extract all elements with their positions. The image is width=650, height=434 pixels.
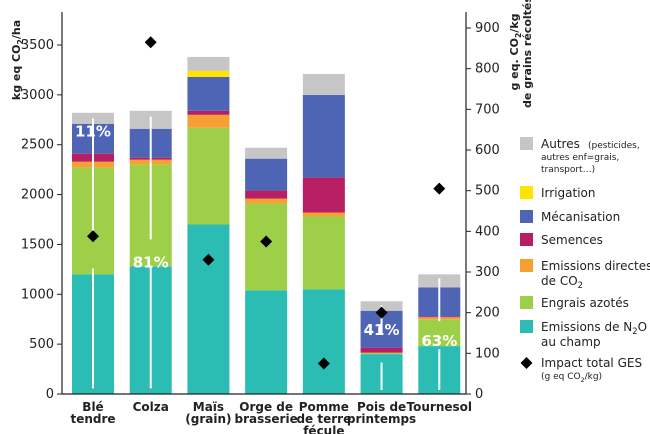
bar-segment-2-2 — [187, 114, 230, 128]
legend-swatch-2 — [520, 210, 533, 223]
category-label-4-1: de terre — [296, 412, 351, 426]
right-tick-label-3: 300 — [475, 265, 500, 280]
bars — [72, 56, 461, 394]
bar-segment-0-3 — [245, 290, 288, 394]
legend-small-0-2: transport…) — [541, 165, 595, 175]
category-label-3-0: Orge de — [239, 400, 293, 414]
percent-label-1: 81% — [133, 253, 169, 271]
percent-dividers — [92, 116, 441, 390]
legend-swatch-3 — [520, 233, 533, 246]
bar-segment-3-4 — [302, 177, 345, 213]
left-tick-label-7: 3500 — [21, 38, 54, 53]
left-tick-label-5: 2500 — [21, 138, 54, 153]
percent-label-2: 41% — [364, 321, 400, 339]
bar-segment-0-2 — [187, 224, 230, 394]
impact-marker-1 — [144, 36, 157, 49]
right-tick-label-6: 600 — [475, 143, 500, 158]
category-label-3-1: brasserie — [235, 412, 298, 426]
category-label-2-0: Maïs — [193, 400, 224, 414]
bar-segment-5-2 — [187, 70, 230, 77]
bar-segment-2-4 — [302, 212, 345, 217]
category-label-1-0: Colza — [133, 400, 169, 414]
legend-swatch-4 — [520, 259, 533, 272]
category-label-6-0: Tournesol — [407, 400, 472, 414]
bar-segment-0-4 — [302, 289, 345, 394]
right-axis-title-line2: de grains récoltés — [521, 0, 534, 108]
legend: Autres (pesticides, autres enf=grais, trans… — [520, 137, 650, 384]
left-tick-label-4: 2000 — [21, 188, 54, 203]
right-tick-label-0: 0 — [475, 387, 483, 402]
category-label-2-1: (grain) — [185, 412, 231, 426]
legend-label-4: Emissions directes — [541, 259, 650, 273]
legend-small-7: (g eq CO2/kg) — [541, 372, 602, 384]
percent-labels: 11% 81% 41% 63% — [75, 123, 457, 350]
legend-line2-6: au champ — [541, 335, 601, 349]
legend-swatch-6 — [520, 320, 533, 333]
bar-segment-4-3 — [245, 158, 288, 191]
category-label-5-0: Pois de — [357, 400, 406, 414]
legend-label-7: Impact total GES — [541, 356, 642, 370]
impact-marker-4 — [317, 357, 330, 370]
category-label-5-1: printemps — [347, 412, 416, 426]
bar-segment-6-4 — [302, 73, 345, 95]
bar-segment-6-3 — [245, 147, 288, 159]
category-label-0-1: tendre — [70, 412, 115, 426]
category-label-4-0: Pomme — [299, 400, 349, 414]
right-tick-label-8: 800 — [475, 62, 500, 77]
right-axis-title-line1: g eq. CO2/kg — [508, 13, 523, 90]
bar-segment-2-3 — [245, 198, 288, 204]
legend-small-0-0: (pesticides, — [588, 141, 640, 151]
left-axis-title: kg eq CO2/ha — [10, 20, 25, 100]
legend-swatch-1 — [520, 186, 533, 199]
legend-swatch-7 — [520, 357, 533, 369]
bar-segment-4-2 — [187, 76, 230, 111]
bar-segment-3-5 — [360, 347, 403, 353]
right-tick-label-9: 900 — [475, 21, 500, 36]
category-label-4-2: fécule — [303, 424, 344, 434]
axes: 0 500 1000 1500 2000 2500 3000 3500 0 100 200 300 40… — [10, 0, 534, 402]
right-tick-label-5: 500 — [475, 184, 500, 199]
right-tick-label-2: 200 — [475, 306, 500, 321]
category-label-0-0: Blé — [82, 400, 103, 414]
legend-label-0: Autres — [541, 137, 580, 151]
bar-segment-4-4 — [302, 94, 345, 178]
legend-label-2: Mécanisation — [541, 210, 620, 224]
impact-markers — [87, 36, 446, 370]
left-tick-label-1: 500 — [29, 337, 54, 352]
legend-swatch-0 — [520, 137, 533, 150]
bar-segment-1-6 — [418, 319, 461, 347]
bar-segment-6-0 — [72, 112, 114, 124]
right-tick-label-4: 400 — [475, 224, 500, 239]
left-tick-label-2: 1000 — [21, 287, 54, 302]
legend-label-3: Semences — [541, 233, 603, 247]
impact-marker-2 — [202, 253, 215, 266]
left-tick-label-3: 1500 — [21, 237, 54, 252]
bar-segment-1-4 — [302, 216, 345, 290]
left-tick-label-6: 3000 — [21, 88, 54, 103]
legend-label-6: Emissions de N2O — [541, 320, 647, 336]
legend-label-5: Engrais azotés — [541, 296, 629, 310]
legend-swatch-5 — [520, 296, 533, 309]
percent-label-3: 63% — [421, 332, 457, 350]
legend-line2-4: de CO2 — [541, 274, 583, 290]
bar-segment-6-2 — [187, 56, 230, 71]
bar-segment-3-3 — [245, 190, 288, 199]
right-tick-label-1: 100 — [475, 346, 500, 361]
left-tick-label-0: 0 — [46, 387, 54, 402]
impact-marker-3 — [260, 235, 273, 248]
right-tick-label-7: 700 — [475, 102, 500, 117]
impact-marker-0 — [87, 230, 99, 243]
bar-segment-1-5 — [360, 353, 403, 355]
legend-label-1: Irrigation — [541, 186, 596, 200]
bar-segment-3-2 — [187, 110, 230, 115]
legend-small-0-1: autres enf=grais, — [541, 153, 619, 163]
impact-marker-6 — [433, 182, 446, 195]
percent-label-0: 11% — [75, 123, 111, 141]
bar-segment-1-2 — [187, 127, 230, 225]
impact-marker-5 — [375, 306, 388, 319]
